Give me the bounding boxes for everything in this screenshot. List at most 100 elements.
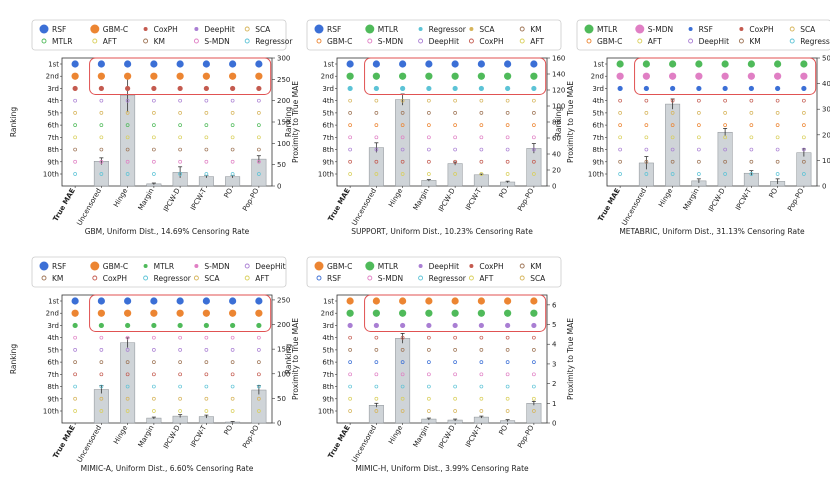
- rank-dot: [73, 147, 77, 152]
- rank-dot: [125, 135, 130, 140]
- y2-tick-label: 40: [822, 80, 830, 88]
- legend-item: Regressor: [418, 274, 467, 283]
- bar: [368, 405, 384, 424]
- rank-dot: [400, 135, 405, 140]
- rank-tick-label: 4th: [322, 334, 334, 342]
- rank-dot: [670, 147, 675, 152]
- rank-tick-label: 1st: [48, 61, 59, 69]
- rank-dot: [178, 172, 182, 176]
- bar: [447, 163, 463, 187]
- legend-item: S-MDN: [367, 274, 403, 283]
- rank-dot: [670, 98, 675, 103]
- y2-tick-label: 160: [552, 55, 565, 63]
- x-tick-label: True MAE: [327, 424, 352, 460]
- legend-label: Regressor: [800, 37, 830, 46]
- y2-tick-label: 120: [552, 87, 565, 95]
- rank-dot: [97, 60, 105, 68]
- rank-dot: [73, 396, 77, 401]
- rank-dot: [505, 85, 511, 92]
- legend-label: Regressor: [255, 37, 293, 46]
- y2-tick-label: 150: [277, 346, 290, 354]
- rank-dot: [372, 72, 380, 80]
- rank-dot: [695, 60, 703, 68]
- rank-dot: [152, 98, 156, 103]
- rank-dot: [644, 172, 649, 176]
- legend-item: GBM-C: [316, 37, 352, 46]
- rank-dot: [479, 111, 484, 115]
- rank-dot: [425, 297, 433, 305]
- legend-marker: [90, 261, 100, 271]
- legend-marker: [41, 38, 47, 44]
- rank-dot: [374, 348, 379, 352]
- rank-dot: [99, 123, 104, 127]
- rank-dot: [505, 172, 510, 176]
- rank-dot: [400, 159, 405, 164]
- rank-dot: [400, 372, 405, 377]
- legend-item: DeepHit: [418, 262, 459, 271]
- rank-dot: [374, 135, 379, 140]
- y2-tick-label: 30: [822, 106, 830, 114]
- rank-dot: [425, 60, 433, 68]
- legend-label: MTLR: [597, 25, 617, 34]
- legend-label: DeepHit: [429, 262, 459, 271]
- rank-dot: [348, 372, 352, 377]
- rank-dot: [477, 297, 485, 305]
- rank-dot: [255, 60, 263, 68]
- rank-dot: [176, 297, 184, 305]
- legend-marker: [41, 275, 47, 281]
- rank-dot: [802, 98, 806, 103]
- rank-dot: [427, 360, 431, 364]
- rank-tick-label: 6th: [592, 122, 604, 130]
- rank-dot: [427, 135, 431, 140]
- rank-dot: [749, 172, 754, 176]
- legend-label: S-MDN: [204, 37, 229, 46]
- rank-dot: [532, 384, 536, 389]
- y2-axis-label: Proximity to True MAE: [291, 318, 300, 400]
- rank-dot: [479, 98, 484, 103]
- highlight-box: [89, 57, 272, 95]
- rank-dot: [453, 111, 457, 115]
- rank-dot: [178, 159, 182, 164]
- rank-dot: [152, 335, 156, 340]
- rank-dot: [453, 360, 457, 364]
- rank-dot: [802, 135, 806, 140]
- rank-dot: [73, 123, 77, 127]
- x-tick-label: Pop-PO: [241, 424, 261, 450]
- rank-dot: [427, 123, 431, 127]
- rank-dot: [530, 297, 538, 305]
- rank-tick-label: 7th: [592, 134, 604, 142]
- rank-dot: [257, 159, 261, 164]
- legend-label: SCA: [530, 274, 546, 283]
- x-tick-label: Margin: [682, 187, 701, 212]
- x-tick-label: IPCW-D: [437, 187, 457, 213]
- rank-dot: [257, 147, 261, 152]
- rank-dot: [774, 72, 782, 80]
- rank-dot: [125, 111, 130, 115]
- rank-dot: [152, 396, 156, 401]
- rank-dot: [695, 72, 703, 80]
- x-tick-label: IPCW-T: [464, 186, 483, 211]
- legend-label: CoxPH: [103, 274, 127, 283]
- rank-dot: [257, 360, 261, 364]
- rank-dot: [505, 409, 510, 413]
- rank-dot: [229, 297, 237, 305]
- legend-label: MTLR: [52, 37, 72, 46]
- legend-item: CoxPH: [143, 25, 178, 34]
- rank-dot: [71, 297, 79, 305]
- rank-dot: [618, 123, 622, 127]
- y2-tick-label: 40: [552, 151, 561, 159]
- y2-tick-label: 50: [822, 55, 830, 63]
- rank-dot: [644, 111, 649, 115]
- rank-dot: [400, 322, 406, 329]
- rank-tick-label: 9th: [592, 158, 604, 166]
- x-tick-label: PO: [223, 187, 235, 200]
- rank-tick-label: 3rd: [322, 322, 334, 330]
- legend-label: SCA: [204, 274, 220, 283]
- x-tick-label: IPCW-D: [707, 187, 727, 213]
- rank-tick-label: 6th: [322, 359, 334, 367]
- x-tick-label: Hinge: [112, 187, 129, 209]
- y2-tick-label: 200: [277, 321, 290, 329]
- rank-dot: [374, 409, 379, 413]
- legend-label: AFT: [479, 274, 493, 283]
- legend-marker: [244, 38, 250, 44]
